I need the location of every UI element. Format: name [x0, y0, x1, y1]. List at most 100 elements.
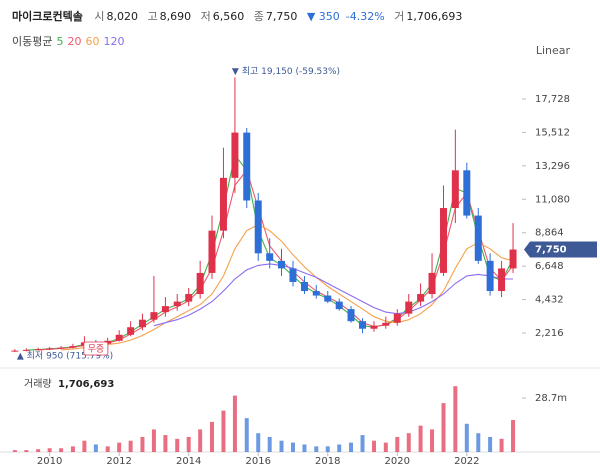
volume-bar	[476, 433, 481, 452]
candle-body	[474, 215, 482, 261]
candle-body	[185, 294, 193, 302]
price-tag-label: 7,750	[535, 245, 567, 256]
volume-bar	[464, 423, 469, 452]
volume-bar	[360, 435, 365, 452]
high-value: 8,690	[159, 10, 192, 23]
x-tick-label: 2010	[37, 456, 62, 467]
candle-body	[324, 295, 332, 302]
volume-bar	[441, 403, 446, 452]
candle-body	[219, 177, 227, 231]
y-tick-label: 6,648	[535, 261, 564, 272]
ma-legend-item[interactable]: 5	[56, 35, 64, 48]
y-tick-label: 13,296	[535, 161, 570, 172]
candle-body	[231, 132, 239, 178]
volume-bar	[488, 436, 493, 452]
volume-bar	[232, 395, 237, 452]
volume-bar	[499, 438, 504, 452]
candle-body	[509, 249, 517, 269]
volume-bar	[256, 433, 261, 452]
volume-bar	[453, 386, 458, 452]
candle-body	[335, 301, 343, 310]
candle-body	[382, 322, 390, 326]
candle-body	[347, 309, 355, 322]
volume-bar	[209, 421, 214, 452]
stock-name: 마이크로컨텍솔	[12, 10, 83, 23]
volume-bar	[430, 429, 435, 452]
close-value: 7,750	[265, 10, 298, 23]
high-label: 고	[147, 10, 158, 23]
volume-bar	[406, 433, 411, 452]
y-tick-label: 4,432	[535, 295, 564, 306]
volume-bar	[395, 436, 400, 452]
ma-label: 이동평균	[12, 35, 53, 48]
change: ▼ 350	[306, 10, 340, 23]
candle-body	[173, 301, 181, 307]
ma-line	[153, 263, 513, 327]
candle-body	[22, 349, 30, 351]
low-label: 저	[200, 10, 211, 23]
candle-body	[115, 334, 123, 341]
candle-body	[428, 272, 436, 295]
candle-body	[138, 319, 146, 328]
candle-body	[243, 132, 251, 201]
volume-bar	[383, 442, 388, 452]
low-value: 6,560	[212, 10, 245, 23]
y-tick-label: 2,216	[535, 328, 564, 339]
volume-bar	[244, 418, 249, 452]
scale-toggle[interactable]: Linear	[535, 44, 570, 57]
candle-body	[69, 346, 77, 348]
min-annotation: ▲ 최저 950 (715.79%)	[17, 351, 113, 362]
volume-bar	[82, 440, 87, 452]
ma-legend-item[interactable]: 120	[103, 35, 125, 48]
candle-body	[34, 349, 42, 351]
candle-body	[127, 327, 135, 335]
volume-bar	[163, 435, 168, 452]
volume-bar	[175, 438, 180, 452]
volume-bar	[128, 440, 133, 452]
y-tick-label: 11,080	[535, 194, 570, 205]
y-tick-label: 8,864	[535, 228, 564, 239]
volume-tick-label: 28.7m	[535, 393, 567, 404]
volume-bar	[198, 429, 203, 452]
candle-body	[254, 200, 262, 254]
volume-bar	[117, 442, 122, 452]
volume-bar	[418, 425, 423, 452]
candle-body	[300, 281, 308, 292]
volume-bar	[290, 442, 295, 452]
candle-body	[266, 253, 274, 261]
volume-bar	[325, 446, 330, 452]
x-tick-label: 2020	[385, 456, 410, 467]
volume-bar	[24, 450, 29, 452]
ma-legend-item[interactable]: 60	[85, 35, 100, 48]
ma-legend[interactable]: 이동평균 5 20 60 120	[12, 33, 124, 49]
candle-body	[208, 230, 216, 273]
volume-value: 1,706,693	[406, 10, 463, 23]
candle-body	[312, 291, 320, 296]
quote-header: 마이크로컨텍솔 시 8,020 고 8,690 저 6,560 종 7,750 ▼ 35…	[12, 8, 468, 24]
volume-bar	[349, 442, 354, 452]
volume-bar	[314, 446, 319, 452]
candle-body	[393, 313, 401, 323]
candle-body	[417, 294, 425, 302]
volume-label: 거	[394, 10, 405, 23]
candle-body	[161, 306, 169, 313]
volume-bar	[47, 448, 52, 452]
volume-bar	[140, 436, 145, 452]
volume-title-value: 1,706,693	[58, 379, 114, 390]
volume-bar	[12, 450, 17, 452]
x-tick-label: 2018	[315, 456, 340, 467]
event-badge	[83, 341, 109, 356]
candle-body	[196, 272, 204, 295]
volume-title: 거래량	[24, 378, 52, 390]
open-value: 8,020	[106, 10, 138, 23]
volume-bar	[93, 444, 98, 452]
event-label: 무증	[88, 344, 105, 355]
ma-legend-item[interactable]: 20	[67, 35, 82, 48]
candle-body	[440, 208, 448, 273]
volume-bar	[221, 410, 226, 452]
candle-body	[463, 170, 471, 216]
candle-body	[359, 321, 367, 329]
candle-body	[46, 348, 54, 350]
